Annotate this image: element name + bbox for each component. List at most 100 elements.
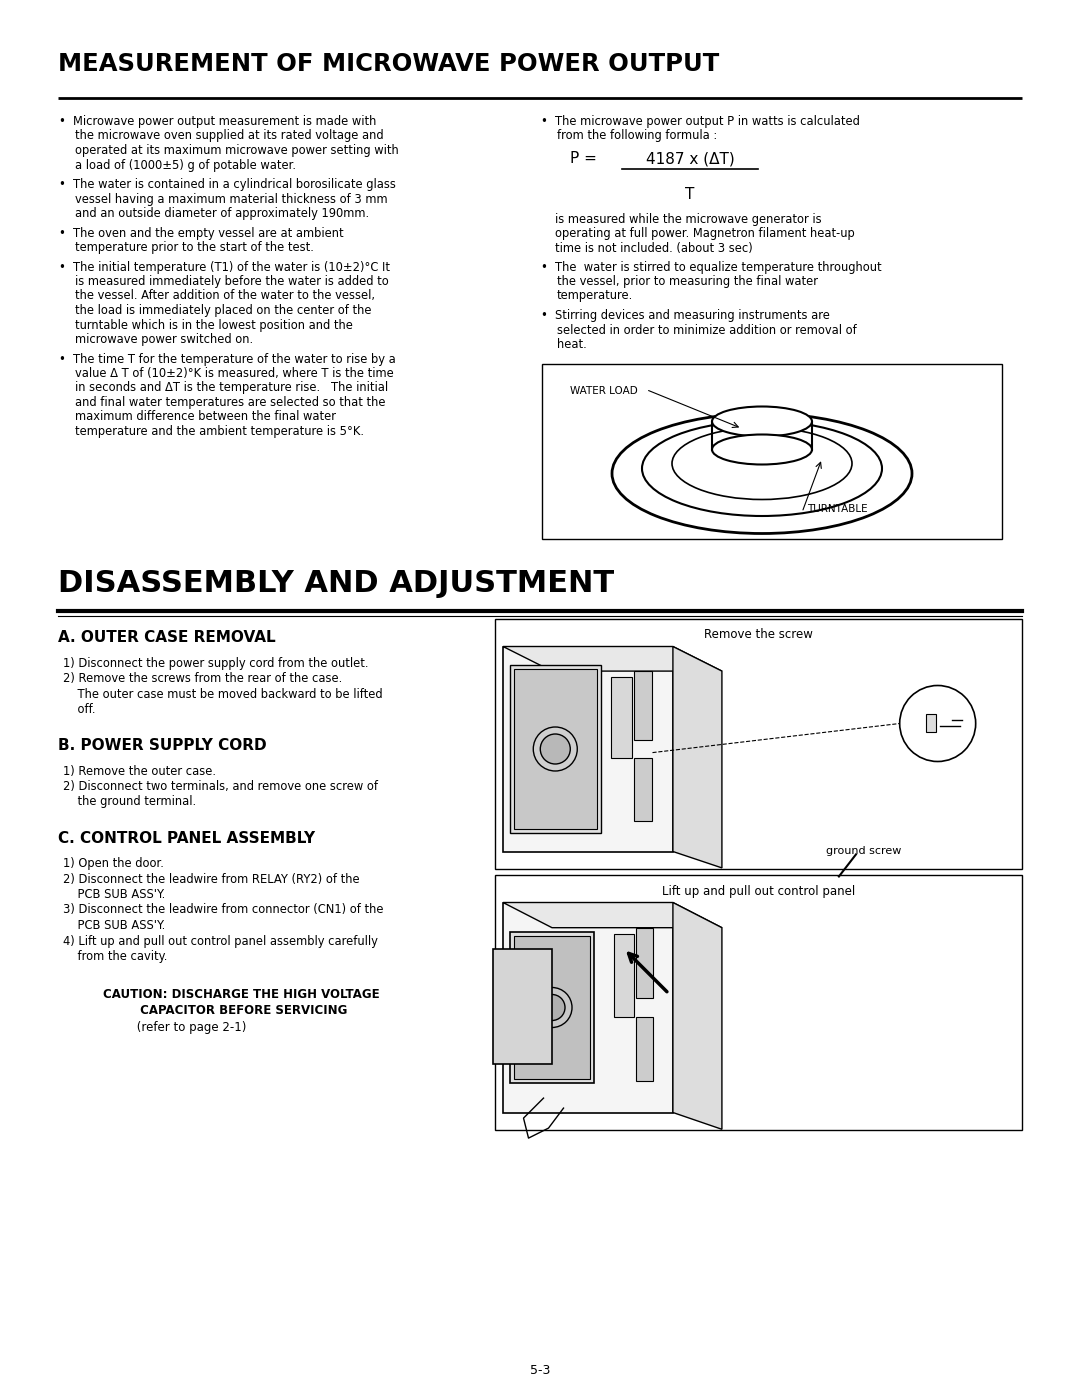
Text: value Δ T of (10±2)°K is measured, where T is the time: value Δ T of (10±2)°K is measured, where…	[75, 367, 394, 381]
Text: off.: off.	[63, 704, 95, 716]
Text: the vessel, prior to measuring the final water: the vessel, prior to measuring the final…	[557, 276, 818, 288]
Text: •: •	[58, 353, 65, 365]
Text: Lift up and pull out control panel: Lift up and pull out control panel	[662, 884, 855, 898]
Text: MEASUREMENT OF MICROWAVE POWER OUTPUT: MEASUREMENT OF MICROWAVE POWER OUTPUT	[58, 52, 719, 76]
Text: The  water is stirred to equalize temperature throughout: The water is stirred to equalize tempera…	[555, 260, 881, 273]
Text: A. OUTER CASE REMOVAL: A. OUTER CASE REMOVAL	[58, 631, 275, 645]
Bar	[636, 928, 652, 999]
Text: C. CONTROL PANEL ASSEMBLY: C. CONTROL PANEL ASSEMBLY	[58, 831, 315, 846]
Polygon shape	[503, 646, 721, 672]
Text: Microwave power output measurement is made with: Microwave power output measurement is ma…	[73, 115, 376, 127]
Text: 2) Remove the screws from the rear of the case.: 2) Remove the screws from the rear of th…	[63, 672, 342, 686]
Text: The initial temperature (T1) of the water is (10±2)°C It: The initial temperature (T1) of the wate…	[73, 260, 390, 273]
Text: and final water temperatures are selected so that the: and final water temperatures are selecte…	[75, 396, 386, 409]
Text: WATER LOAD: WATER LOAD	[570, 386, 638, 396]
Text: The time T for the temperature of the water to rise by a: The time T for the temperature of the wa…	[73, 353, 395, 365]
Text: CAPACITOR BEFORE SERVICING: CAPACITOR BEFORE SERVICING	[103, 1004, 348, 1017]
Ellipse shape	[712, 435, 812, 464]
Text: The microwave power output P in watts is calculated: The microwave power output P in watts is…	[555, 115, 860, 127]
Bar	[510, 665, 602, 832]
Ellipse shape	[642, 421, 882, 516]
Text: P =: P =	[570, 151, 597, 166]
Circle shape	[534, 727, 578, 771]
Bar	[510, 932, 594, 1083]
Text: •: •	[540, 260, 546, 273]
Bar	[495, 874, 1022, 1129]
Text: The oven and the empty vessel are at ambient: The oven and the empty vessel are at amb…	[73, 227, 343, 239]
Text: Remove the screw: Remove the screw	[704, 628, 813, 642]
Text: The outer case must be moved backward to be lifted: The outer case must be moved backward to…	[63, 687, 382, 701]
Bar	[636, 1017, 652, 1081]
Text: •: •	[58, 115, 65, 127]
Text: from the following formula :: from the following formula :	[557, 130, 717, 143]
Text: microwave power switched on.: microwave power switched on.	[75, 333, 253, 346]
Text: •: •	[58, 227, 65, 239]
Bar	[615, 933, 634, 1017]
Text: 4187 x (ΔT): 4187 x (ΔT)	[646, 151, 734, 166]
Bar	[611, 677, 632, 758]
Polygon shape	[673, 902, 721, 1129]
Text: ground screw: ground screw	[826, 846, 902, 856]
Text: the load is immediately placed on the center of the: the load is immediately placed on the ce…	[75, 304, 372, 318]
Text: 2) Disconnect two terminals, and remove one screw of: 2) Disconnect two terminals, and remove …	[63, 781, 378, 793]
Text: PCB SUB ASS'Y.: PCB SUB ASS'Y.	[63, 888, 165, 901]
Text: maximum difference between the final water: maximum difference between the final wat…	[75, 410, 336, 424]
Circle shape	[532, 988, 572, 1027]
Text: temperature prior to the start of the test.: temperature prior to the start of the te…	[75, 241, 314, 255]
Text: B. POWER SUPPLY CORD: B. POWER SUPPLY CORD	[58, 739, 267, 754]
Text: a load of (1000±5) g of potable water.: a load of (1000±5) g of potable water.	[75, 158, 296, 172]
Polygon shape	[503, 902, 721, 928]
Text: turntable which is in the lowest position and the: turntable which is in the lowest positio…	[75, 319, 353, 332]
Text: 4) Lift up and pull out control panel assembly carefully: 4) Lift up and pull out control panel as…	[63, 935, 378, 947]
Text: PCB SUB ASS'Y.: PCB SUB ASS'Y.	[63, 919, 165, 932]
Bar	[634, 758, 652, 821]
Bar	[513, 669, 597, 830]
Text: is measured while the microwave generator is: is measured while the microwave generato…	[555, 213, 822, 227]
Text: the microwave oven supplied at its rated voltage and: the microwave oven supplied at its rated…	[75, 130, 383, 143]
Bar	[926, 713, 935, 732]
Text: 5-3: 5-3	[530, 1364, 550, 1377]
Text: selected in order to minimize addition or removal of: selected in order to minimize addition o…	[557, 323, 856, 337]
Bar	[494, 949, 552, 1065]
Text: DISASSEMBLY AND ADJUSTMENT: DISASSEMBLY AND ADJUSTMENT	[58, 568, 615, 597]
Text: temperature and the ambient temperature is 5°K.: temperature and the ambient temperature …	[75, 425, 364, 438]
Text: (refer to page 2-1): (refer to page 2-1)	[103, 1021, 246, 1034]
Text: 3) Disconnect the leadwire from connector (CN1) of the: 3) Disconnect the leadwire from connecto…	[63, 904, 383, 916]
Text: the vessel. After addition of the water to the vessel,: the vessel. After addition of the water …	[75, 290, 375, 302]
Ellipse shape	[612, 414, 912, 533]
Bar	[634, 672, 652, 740]
Circle shape	[539, 995, 565, 1020]
Text: Stirring devices and measuring instruments are: Stirring devices and measuring instrumen…	[555, 309, 829, 322]
Text: TURNTABLE: TURNTABLE	[807, 505, 867, 515]
Polygon shape	[503, 646, 673, 852]
Text: •: •	[58, 178, 65, 192]
Bar	[542, 364, 1002, 539]
Text: •: •	[540, 309, 546, 322]
Text: heat.: heat.	[557, 339, 586, 351]
Text: operating at full power. Magnetron filament heat-up: operating at full power. Magnetron filam…	[555, 228, 854, 241]
Text: •: •	[540, 115, 546, 127]
Bar	[495, 618, 1022, 869]
Bar	[513, 936, 591, 1079]
Text: •: •	[58, 260, 65, 273]
Text: in seconds and ΔT is the temperature rise.   The initial: in seconds and ΔT is the temperature ris…	[75, 382, 388, 395]
Ellipse shape	[712, 407, 812, 436]
Text: temperature.: temperature.	[557, 290, 633, 302]
Text: 2) Disconnect the leadwire from RELAY (RY2) of the: 2) Disconnect the leadwire from RELAY (R…	[63, 873, 360, 886]
Text: from the cavity.: from the cavity.	[63, 950, 167, 963]
Circle shape	[540, 734, 570, 764]
Ellipse shape	[672, 428, 852, 499]
Text: time is not included. (about 3 sec): time is not included. (about 3 sec)	[555, 242, 753, 255]
Text: 1) Remove the outer case.: 1) Remove the outer case.	[63, 764, 216, 778]
Text: is measured immediately before the water is added to: is measured immediately before the water…	[75, 276, 389, 288]
Text: 1) Disconnect the power supply cord from the outlet.: 1) Disconnect the power supply cord from…	[63, 656, 368, 670]
Text: 1) Open the door.: 1) Open the door.	[63, 858, 164, 870]
Text: T: T	[686, 187, 694, 201]
Circle shape	[900, 686, 975, 761]
Polygon shape	[503, 902, 673, 1112]
Text: operated at its maximum microwave power setting with: operated at its maximum microwave power …	[75, 144, 399, 157]
Text: vessel having a maximum material thickness of 3 mm: vessel having a maximum material thickne…	[75, 193, 388, 206]
Text: and an outside diameter of approximately 190mm.: and an outside diameter of approximately…	[75, 207, 369, 220]
Text: The water is contained in a cylindrical borosilicate glass: The water is contained in a cylindrical …	[73, 178, 396, 192]
Polygon shape	[673, 646, 721, 867]
